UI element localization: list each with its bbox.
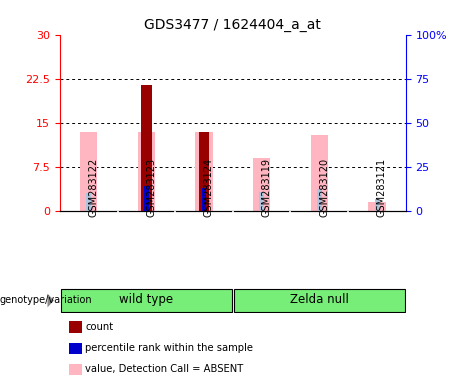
Text: GSM283123: GSM283123 [146,158,156,217]
Text: GSM283120: GSM283120 [319,158,329,217]
Bar [317,189,321,211]
Text: GSM283119: GSM283119 [262,158,272,217]
Bar [259,192,264,211]
Bar [374,199,379,211]
Bar [201,188,206,211]
Text: Zelda null: Zelda null [290,293,349,306]
Text: value, Detection Call = ABSENT: value, Detection Call = ABSENT [85,364,243,374]
Text: wild type: wild type [119,293,173,306]
Text: GSM283122: GSM283122 [89,158,99,217]
Bar [138,132,155,211]
Text: percentile rank within the sample: percentile rank within the sample [85,343,253,353]
Text: count: count [85,322,113,332]
Text: GSM283121: GSM283121 [377,158,387,217]
Bar [199,132,209,211]
Text: GSM283124: GSM283124 [204,158,214,217]
Bar [368,202,385,211]
Bar [80,132,97,211]
Title: GDS3477 / 1624404_a_at: GDS3477 / 1624404_a_at [144,18,321,32]
Bar [61,289,231,312]
Bar [201,189,206,211]
Bar [234,289,405,312]
Bar [311,135,328,211]
Bar [195,132,213,211]
Bar [141,84,152,211]
Bar [253,158,270,211]
Bar [144,185,148,211]
Bar [86,193,91,211]
Text: genotype/variation: genotype/variation [0,295,93,306]
